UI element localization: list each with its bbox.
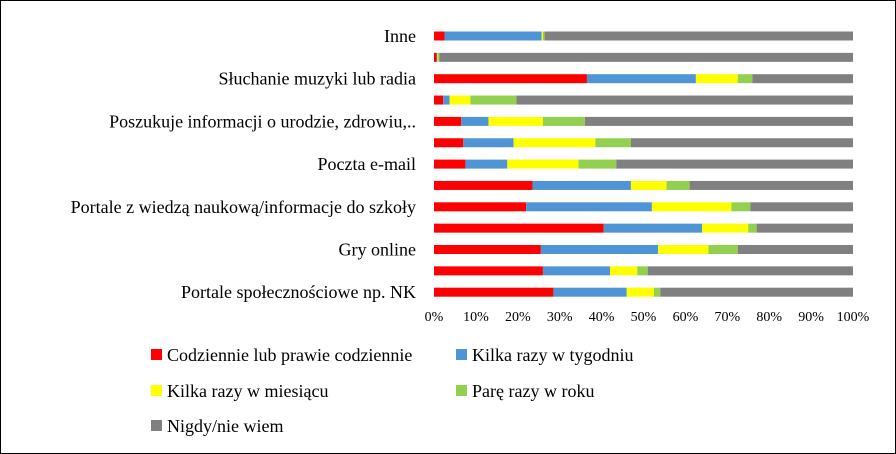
bar-segment-row2-series0	[434, 74, 587, 84]
bar-segment-row0-series3	[542, 31, 545, 41]
bar-segment-row3-series0	[434, 95, 444, 105]
bar-segment-row8-series2	[651, 202, 732, 212]
bar-segment-row8-series0	[434, 202, 527, 212]
bar-segment-row6-series1	[465, 159, 508, 169]
x-tick-label: 0%	[425, 310, 444, 325]
x-tick-label: 20%	[505, 310, 531, 325]
bar-segment-row12-series1	[553, 287, 627, 297]
bar-segment-row3-series4	[516, 95, 853, 105]
bar-segment-row2-series3	[737, 74, 753, 84]
bar-segment-row6-series3	[578, 159, 617, 169]
x-tick-label: 80%	[756, 310, 782, 325]
bar-segment-row9-series3	[748, 223, 757, 233]
bar-segment-row9-series4	[756, 223, 853, 233]
bar-segment-row9-series1	[603, 223, 703, 233]
x-tick-label: 100%	[837, 310, 870, 325]
bar-segment-row3-series1	[443, 95, 450, 105]
bar-segment-row1-series0	[434, 52, 437, 62]
bar-segment-row11-series3	[637, 266, 648, 276]
legend: Codziennie lub prawie codziennie Kilka ra…	[151, 345, 633, 436]
bar-segment-row1-series3	[438, 52, 440, 62]
bar-segment-row4-series4	[584, 116, 853, 126]
bar-segment-row12-series3	[653, 287, 661, 297]
bar-segment-row7-series3	[666, 180, 690, 190]
bar-segment-row8-series1	[526, 202, 652, 212]
legend-label-series4: Nigdy/nie wiem	[167, 416, 283, 436]
bar-segment-row2-series1	[586, 74, 696, 84]
category-label: Poczta e-mail	[318, 154, 416, 174]
bar-segment-row11-series4	[647, 266, 853, 276]
bar-segment-row5-series3	[595, 138, 631, 148]
category-label: Słuchanie muzyki lub radia	[219, 69, 416, 89]
bar-segment-row1-series1	[436, 52, 438, 62]
category-label: Gry online	[339, 240, 416, 260]
bar-segment-row12-series0	[434, 287, 554, 297]
bar-segment-row0-series0	[434, 31, 445, 41]
bar-segment-row5-series2	[513, 138, 596, 148]
legend-label-series0: Codziennie lub prawie codziennie	[167, 345, 412, 365]
legend-swatch-series4	[151, 420, 162, 431]
bar-segment-row12-series4	[660, 287, 853, 297]
bar-segment-row5-series1	[463, 138, 514, 148]
bar-segment-row10-series2	[658, 245, 709, 254]
x-tick-label: 60%	[673, 310, 699, 325]
bar-segment-row6-series4	[616, 159, 853, 169]
x-tick-label: 30%	[547, 310, 573, 325]
x-tick-label: 50%	[631, 310, 657, 325]
legend-swatch-series1	[456, 349, 467, 360]
bar-segment-row8-series4	[750, 202, 854, 212]
bar-segment-row7-series2	[630, 180, 667, 190]
bar-segment-row4-series1	[461, 116, 489, 126]
x-tick-label: 40%	[589, 310, 615, 325]
legend-swatch-series0	[151, 349, 162, 360]
category-label: Portale społecznościowe np. NK	[181, 282, 416, 302]
x-tick-label: 70%	[714, 310, 740, 325]
bar-segment-row6-series2	[507, 159, 579, 169]
bar-segment-row1-series2	[437, 52, 439, 62]
legend-swatch-series2	[151, 385, 162, 396]
legend-label-series2: Kilka razy w miesiącu	[167, 381, 328, 401]
bar-segment-row9-series2	[702, 223, 749, 233]
bar-segment-row6-series0	[434, 159, 466, 169]
bar-segment-row7-series4	[689, 180, 853, 190]
legend-swatch-series3	[456, 385, 467, 396]
bar-segment-row4-series0	[434, 116, 462, 126]
x-tick-label: 10%	[463, 310, 489, 325]
bar-segment-row0-series2	[541, 31, 543, 41]
bar-segment-row3-series2	[449, 95, 471, 105]
category-label: Poszukuje informacji o urodzie, zdrowiu,…	[109, 111, 416, 131]
category-label: Inne	[384, 26, 416, 46]
x-axis-ticks: 0% 10% 20% 30% 40% 50% 60% 70% 80% 90% 100%	[425, 310, 870, 325]
category-label: Portale z wiedzą naukową/informacje do s…	[71, 197, 416, 217]
legend-label-series1: Kilka razy w tygodniu	[472, 345, 633, 365]
bar-segment-row5-series0	[434, 138, 464, 148]
bar-segment-row0-series4	[544, 31, 853, 41]
bar-segment-row10-series4	[737, 245, 854, 254]
bars-group	[434, 31, 854, 297]
bar-segment-row10-series1	[540, 245, 659, 254]
bar-segment-row10-series0	[434, 245, 541, 254]
bar-segment-row2-series2	[695, 74, 738, 84]
bar-segment-row1-series4	[439, 52, 853, 62]
bar-segment-row10-series3	[708, 245, 738, 254]
bar-segment-row11-series0	[434, 266, 543, 276]
bar-segment-row4-series3	[542, 116, 585, 126]
bar-segment-row9-series0	[434, 223, 604, 233]
bar-segment-row0-series1	[444, 31, 542, 41]
bar-segment-row5-series4	[630, 138, 853, 148]
bar-segment-row11-series1	[542, 266, 610, 276]
bar-segment-row3-series3	[470, 95, 517, 105]
legend-label-series3: Parę razy w roku	[472, 381, 594, 401]
x-tick-label: 90%	[798, 310, 824, 325]
bar-segment-row4-series2	[488, 116, 543, 126]
bar-segment-row7-series0	[434, 180, 533, 190]
bar-segment-row8-series3	[731, 202, 751, 212]
bar-segment-row2-series4	[752, 74, 853, 84]
bar-segment-row12-series2	[626, 287, 654, 297]
bar-segment-row11-series2	[609, 266, 638, 276]
category-labels: Inne Słuchanie muzyki lub radia Poszukuje …	[71, 26, 416, 302]
bar-segment-row7-series1	[532, 180, 631, 190]
